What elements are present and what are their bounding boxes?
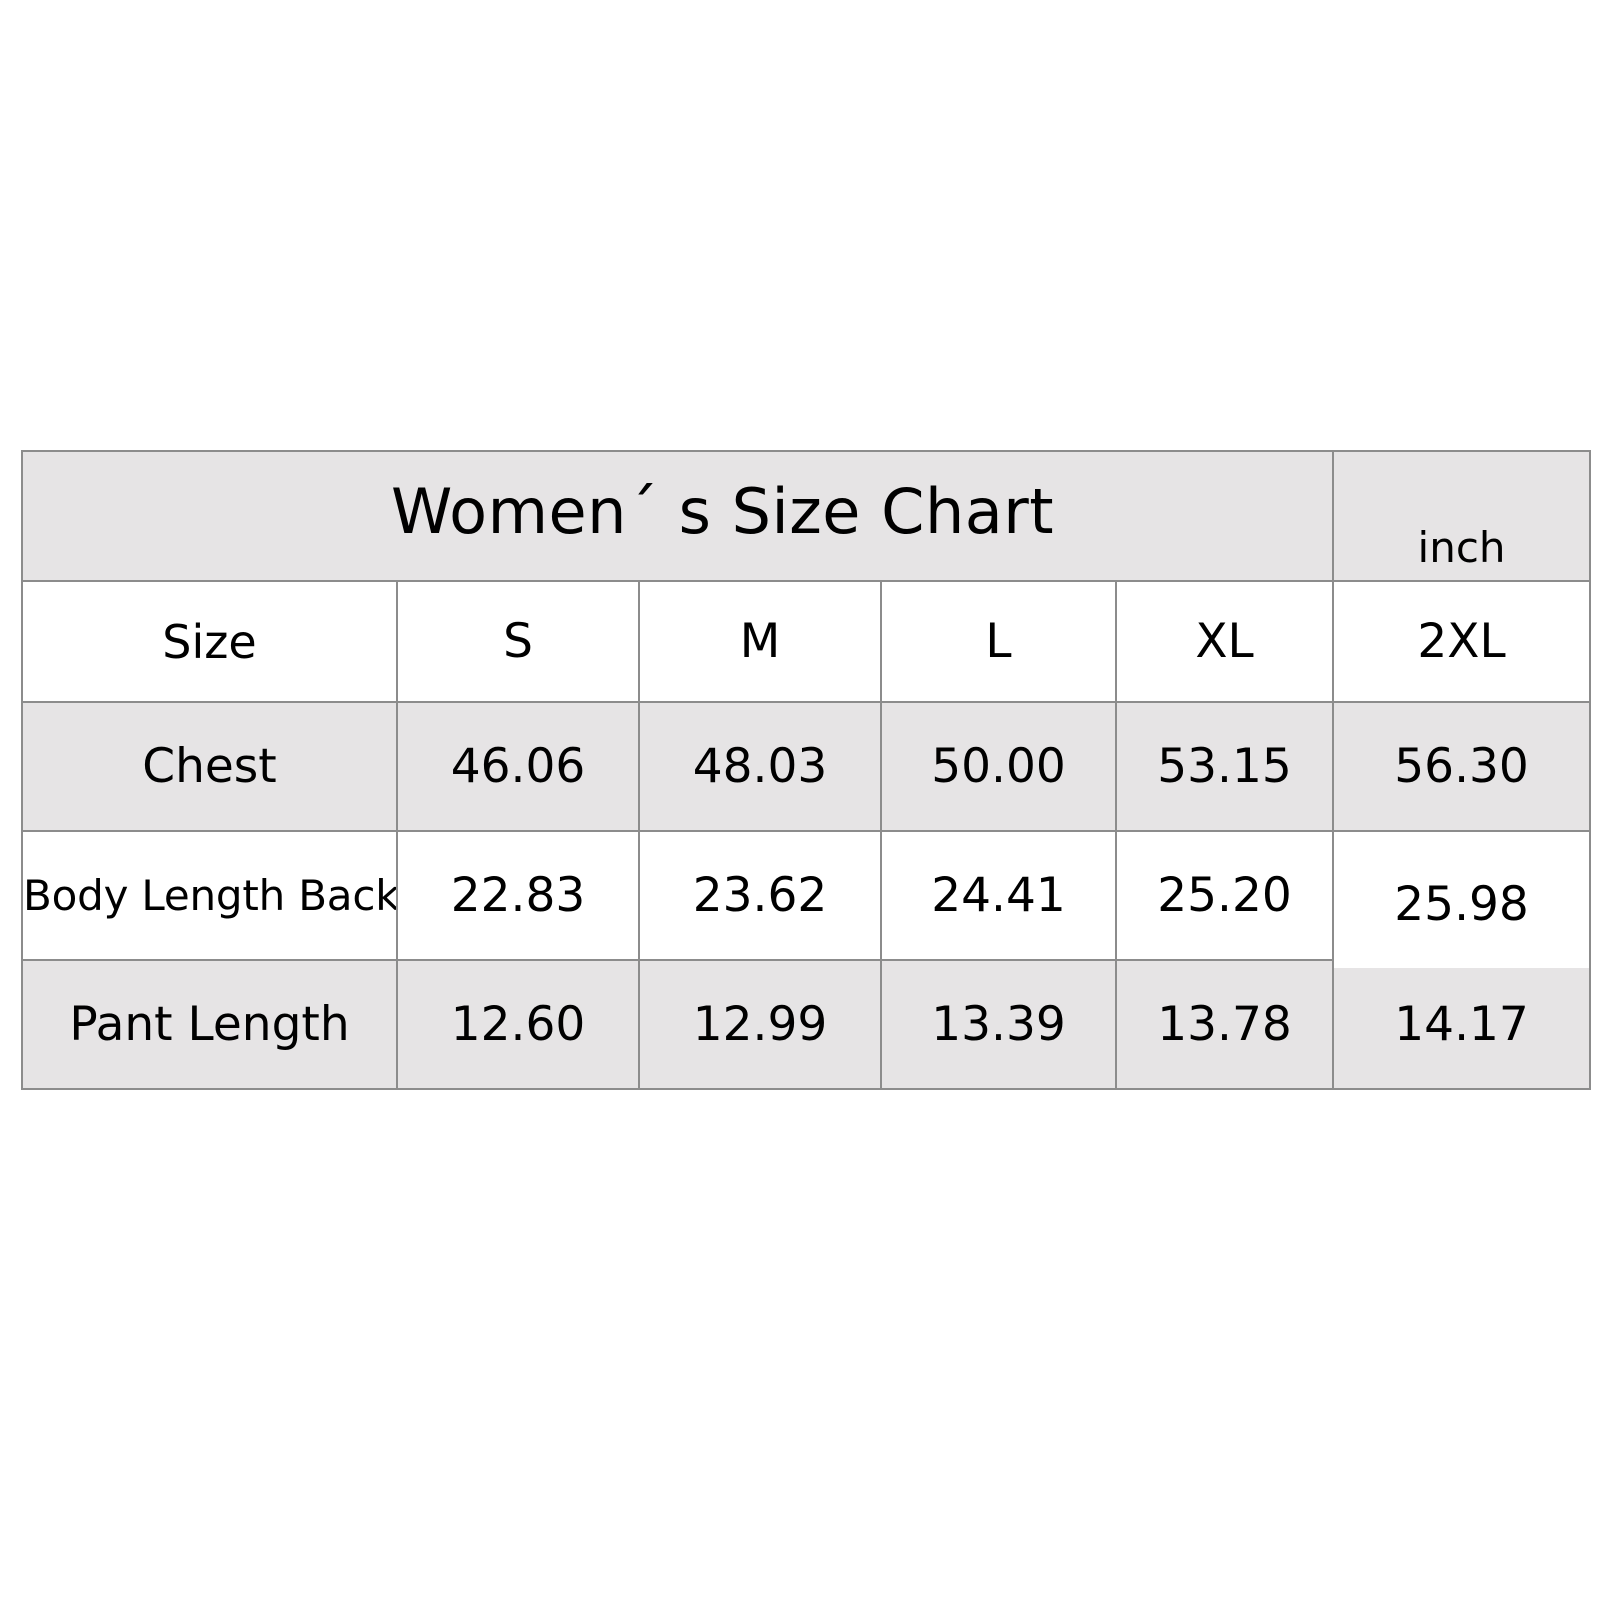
column-header-row: Size S M L XL 2XL <box>21 580 1592 703</box>
cell-chest-m: 48.03 <box>638 701 882 832</box>
cell-body-length-back-xl: 25.20 <box>1114 830 1335 961</box>
header-cell-size: Size <box>21 580 398 703</box>
cell-pant-length-2xl: 14.17 <box>1332 959 1592 1090</box>
unit-label: inch <box>1417 523 1506 572</box>
header-cell-2xl: 2XL <box>1332 580 1592 703</box>
table-row: Body Length Back 22.83 23.62 24.41 25.20… <box>21 830 1592 970</box>
cell-pant-length-m: 12.99 <box>638 959 882 1090</box>
cell-chest-s: 46.06 <box>396 701 640 832</box>
header-cell-s: S <box>396 580 640 703</box>
cell-body-length-back-l: 24.41 <box>880 830 1117 961</box>
cell-body-length-back-s: 22.83 <box>396 830 640 961</box>
table-row: Chest 46.06 48.03 50.00 53.15 56.30 <box>21 701 1592 832</box>
cell-body-length-back-m: 23.62 <box>638 830 882 961</box>
unit-cell: inch <box>1332 450 1592 582</box>
cell-pant-length-s: 12.60 <box>396 959 640 1090</box>
size-chart-table: Women´ s Size Chart inch Size S M L XL 2… <box>20 450 1592 1090</box>
chart-title-cell: Women´ s Size Chart <box>20 450 1335 582</box>
row-label-body-length-back: Body Length Back <box>21 830 398 961</box>
row-label-pant-length: Pant Length <box>21 959 398 1090</box>
header-cell-m: M <box>638 580 882 703</box>
cell-chest-xl: 53.15 <box>1114 701 1335 832</box>
table-row: Pant Length 12.60 12.99 13.39 13.78 14.1… <box>21 959 1592 1090</box>
header-cell-l: L <box>880 580 1117 703</box>
cell-pant-length-l: 13.39 <box>880 959 1117 1090</box>
cell-chest-2xl: 56.30 <box>1332 701 1592 832</box>
page-title: Women´ s Size Chart <box>391 475 1055 549</box>
cell-pant-length-xl: 13.78 <box>1114 959 1335 1090</box>
title-row: Women´ s Size Chart inch <box>20 450 1592 582</box>
cell-body-length-back-2xl: 25.98 <box>1332 839 1592 970</box>
header-cell-xl: XL <box>1114 580 1335 703</box>
row-label-chest: Chest <box>21 701 398 832</box>
cell-chest-l: 50.00 <box>880 701 1117 832</box>
